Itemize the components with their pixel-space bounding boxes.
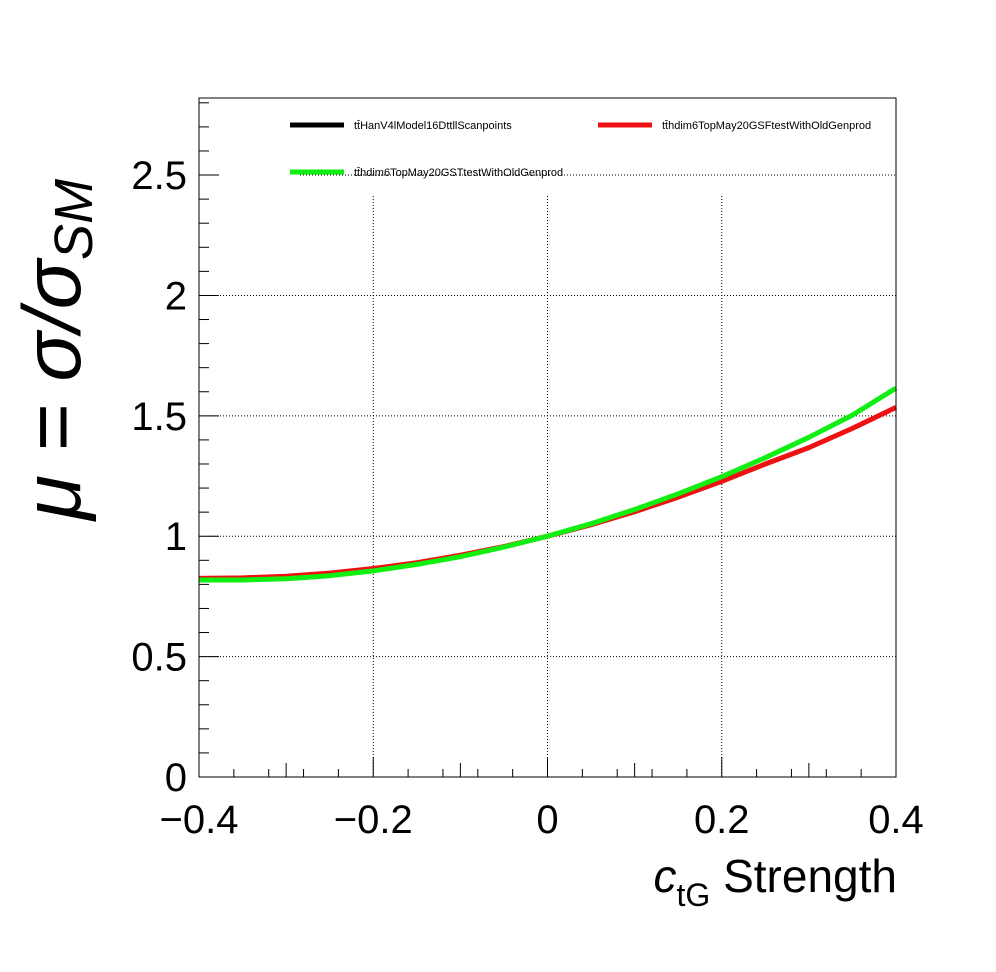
x-axis-title: ctG Strength [654,850,897,913]
legend: tt̄HanV4lModel16DttllScanpoints tt̄hdim6T… [290,120,871,179]
series-point-1 [764,463,766,465]
legend-label-2: tt̄hdim6TopMay20GSTtestWithOldGenprod [354,167,563,179]
series-point-2 [851,414,853,416]
series-layer [198,385,898,583]
series-point-2 [242,579,244,581]
y-tick-label: 2 [165,274,187,318]
series-point-2 [329,575,331,577]
y-tick-label: 1.5 [131,395,187,439]
legend-label-0: tt̄HanV4lModel16DttllScanpoints [354,120,512,132]
x-tick-label: −0.2 [334,798,413,842]
series-point-1 [677,496,679,498]
x-tick-labels: −0.4 −0.2 0 0.2 0.4 [160,798,924,842]
y-tick-label: 0 [165,756,187,800]
series-point-2 [547,535,548,537]
series-point-2 [590,523,592,525]
series-point-1 [721,480,723,482]
series-point-2 [372,570,374,572]
y-axis-title: μ = σ/σSM [7,179,104,522]
x-tick-label: 0 [536,798,558,842]
x-tick-label: −0.4 [160,798,239,842]
series-point-2 [677,493,679,495]
series-point-2 [764,457,766,459]
series-point-2 [503,546,505,548]
series-point-1 [808,447,810,449]
y-tick-labels: 0 0.5 1 1.5 2 2.5 [131,154,187,800]
legend-label-1: tt̄hdim6TopMay20GSFtestWithOldGenprod [662,120,871,132]
series-point-2 [416,563,418,565]
series-point-2 [634,508,636,510]
y-tick-label: 2.5 [131,154,187,198]
grid [199,174,896,777]
series-point-2 [721,476,723,478]
x-tick-label: 0.4 [868,798,924,842]
series-point-2 [285,578,287,580]
axis-ticks [198,102,897,778]
series-point-2 [459,556,461,558]
series-point-1 [851,427,853,429]
x-tick-label: 0.2 [694,798,750,842]
series-point-2 [808,436,810,438]
y-tick-label: 1 [165,515,187,559]
y-tick-label: 0.5 [131,636,187,680]
